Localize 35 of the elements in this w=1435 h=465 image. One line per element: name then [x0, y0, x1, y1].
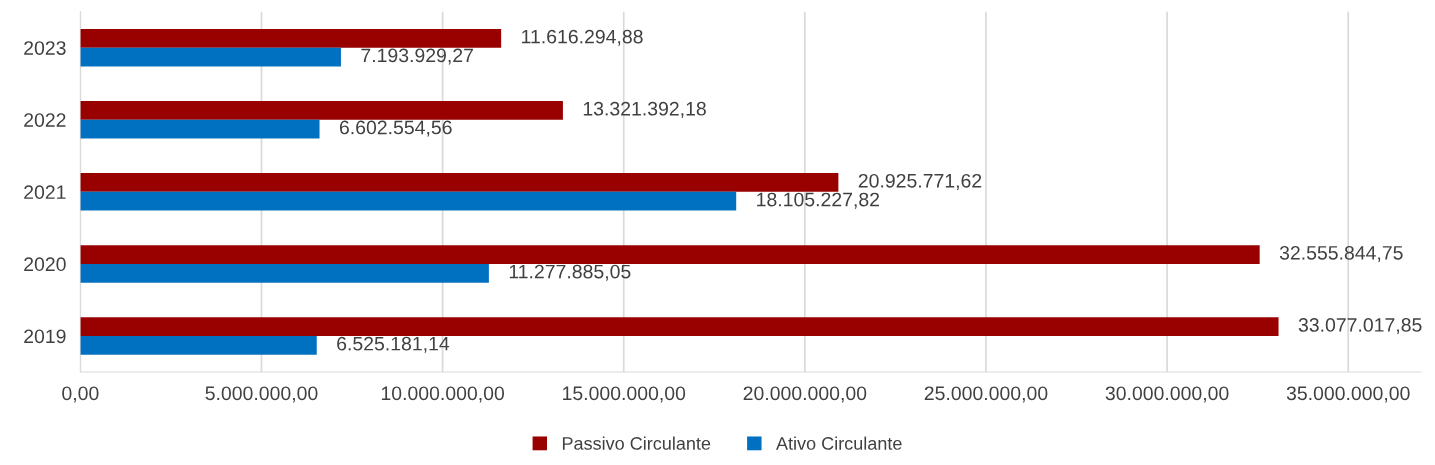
data-label: 6.602.554,56	[339, 120, 452, 137]
bar	[80, 317, 1279, 336]
data-label: 7.193.929,27	[361, 48, 473, 65]
bar	[80, 191, 737, 211]
x-tick-label: 20.000.000,00	[743, 386, 867, 403]
data-label: 20.925.771,62	[858, 173, 982, 190]
bar	[80, 263, 489, 283]
data-label: 13.321.392,18	[583, 101, 706, 118]
bar	[80, 28, 502, 48]
y-tick-label: 2022	[24, 113, 66, 127]
data-label: 32.555.844,75	[1279, 245, 1403, 263]
legend-label: Ativo Circulante	[776, 436, 902, 450]
bar	[80, 47, 341, 67]
data-label: 6.525.181,14	[337, 336, 450, 353]
x-tick-label: 5.000.000,00	[205, 386, 318, 403]
y-tick-label: 2019	[24, 329, 66, 344]
x-tick-label: 35.000.000,00	[1286, 386, 1410, 403]
x-tick-label: 0,00	[62, 386, 99, 403]
x-tick-label: 10.000.000,00	[381, 386, 505, 403]
data-label: 18.105.227,82	[757, 192, 880, 209]
data-label: 33.077.017,85	[1298, 318, 1422, 335]
bar	[80, 119, 320, 139]
y-tick-label: 2021	[24, 185, 66, 200]
legend-label: Passivo Circulante	[562, 436, 711, 450]
y-tick-label: 2023	[24, 41, 66, 55]
y-tick-label: 2020	[24, 257, 66, 272]
x-tick-label: 30.000.000,00	[1105, 386, 1229, 403]
x-tick-label: 25.000.000,00	[924, 386, 1048, 403]
data-label: 11.616.294,88	[522, 29, 643, 46]
x-tick-label: 15.000.000,00	[563, 386, 686, 403]
data-label: 11.277.885,05	[509, 264, 631, 281]
bar	[80, 245, 1260, 264]
bar	[80, 101, 563, 120]
bar	[80, 173, 839, 192]
bar	[80, 335, 317, 355]
